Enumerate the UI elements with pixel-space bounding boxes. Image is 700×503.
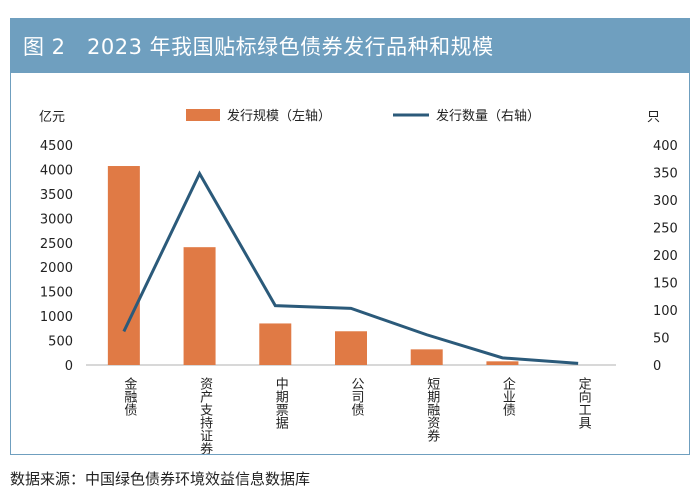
bar-6 — [486, 361, 519, 365]
left-tick-label: 0 — [65, 359, 73, 374]
bar-1 — [107, 166, 140, 365]
chart-figure: 图 2 2023 年我国贴标绿色债券发行品种和规模 亿元只 0 500 1000 150… — [10, 18, 690, 455]
right-tick-label: 100 — [653, 304, 678, 319]
count-series-line — [122, 170, 579, 365]
category-label: 公司债 — [349, 377, 365, 416]
category-label: 资产支持证券 — [197, 377, 213, 454]
bar-3 — [259, 323, 292, 365]
legend-bar-swatch — [186, 109, 220, 121]
left-tick-label: 500 — [48, 335, 73, 350]
right-tick-label: 250 — [653, 222, 678, 237]
category-label: 中期票据 — [273, 377, 289, 429]
left-tick-label: 1500 — [40, 286, 73, 301]
left-tick-label: 4500 — [40, 139, 73, 154]
bar-4 — [335, 331, 367, 365]
left-tick-label: 3500 — [40, 188, 73, 203]
left-axis-label: 亿元 — [39, 110, 65, 125]
right-tick-label: 0 — [653, 359, 661, 374]
bar-5 — [410, 349, 443, 365]
right-tick-label: 350 — [653, 167, 678, 182]
right-tick-label: 150 — [653, 277, 678, 292]
right-tick-label: 300 — [653, 194, 678, 209]
data-source-note: 数据来源：中国绿色债券环境效益信息数据库 — [10, 470, 311, 488]
category-label: 金融债 — [121, 376, 137, 416]
right-tick-label: 200 — [653, 249, 678, 264]
left-tick-label: 4000 — [40, 163, 73, 178]
left-tick-label: 3000 — [40, 212, 73, 227]
combo-chart: 亿元 只 0 500 1000 1500 2000 2500 3000 3500 4000 4500 0… — [39, 108, 678, 454]
legend-line-label: 发行数量（右轴） — [436, 108, 540, 124]
right-axis-label: 只 — [647, 110, 660, 125]
category-label: 短期融资券 — [424, 377, 440, 442]
left-tick-label: 1000 — [40, 310, 73, 325]
chart-title: 图 2 2023 年我国贴标绿色债券发行品种和规模 — [23, 35, 494, 59]
left-tick-label: 2500 — [40, 237, 73, 252]
left-tick-label: 2000 — [40, 261, 73, 276]
right-tick-label: 400 — [653, 139, 678, 154]
right-tick-label: 50 — [653, 332, 670, 347]
category-label: 定向工具 — [576, 377, 592, 429]
chart-title-bar: 图 2 2023 年我国贴标绿色债券发行品种和规模 — [11, 19, 689, 73]
legend-bar-label: 发行规模（左轴） — [227, 108, 331, 124]
bar-2 — [183, 247, 216, 365]
category-label: 企业债 — [500, 376, 516, 416]
